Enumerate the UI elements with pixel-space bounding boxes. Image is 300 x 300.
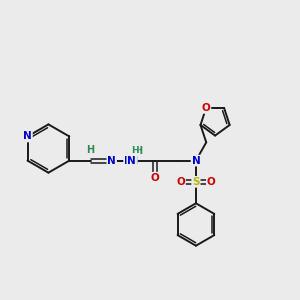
Text: H: H — [86, 145, 94, 155]
Text: N: N — [124, 156, 133, 166]
Text: N: N — [128, 156, 136, 166]
Text: S: S — [192, 177, 200, 187]
Text: N: N — [107, 156, 116, 166]
Text: H: H — [129, 156, 137, 166]
Text: N: N — [192, 156, 200, 166]
Text: N: N — [23, 131, 32, 142]
Text: O: O — [202, 103, 211, 113]
Text: O: O — [176, 177, 185, 187]
Text: O: O — [207, 177, 216, 187]
Text: O: O — [150, 173, 159, 183]
Text: H: H — [134, 146, 142, 156]
Text: H: H — [131, 146, 139, 155]
